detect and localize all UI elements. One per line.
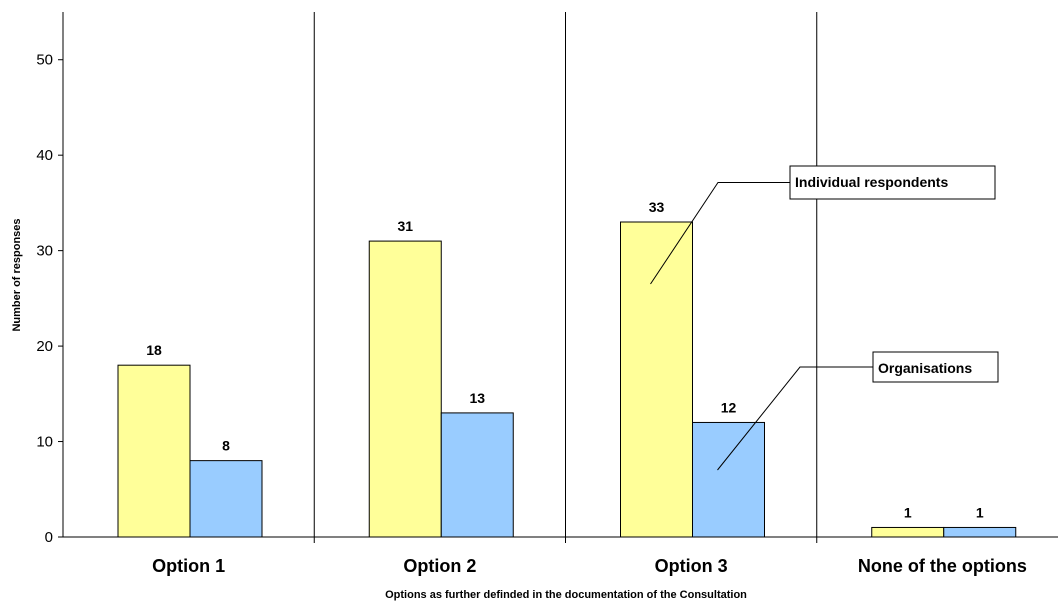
data-label: 12: [721, 399, 737, 415]
data-label: 8: [222, 438, 230, 454]
data-label: 18: [146, 342, 162, 358]
bar: [368, 240, 442, 538]
x-tick-label: Option 2: [403, 556, 476, 576]
callout-leader-line: [650, 182, 790, 285]
bar: [692, 421, 765, 538]
y-tick-label: 50: [36, 52, 53, 69]
y-axis: 0 10 20 30 40 50: [36, 12, 64, 546]
x-tick-label: Option 1: [152, 556, 225, 576]
x-axis-title: Options as further definded in the docum…: [385, 589, 747, 601]
data-label: 1: [976, 504, 984, 520]
y-axis-title: Number of responses: [11, 218, 23, 331]
y-tick-label: 40: [36, 147, 53, 164]
data-labels: 18 8 31 13 33 12 1 1: [146, 199, 984, 520]
y-tick-label: 0: [45, 529, 53, 546]
bar: [620, 221, 693, 538]
x-axis: Option 1 Option 2 Option 3 None of the opti…: [63, 536, 1058, 576]
callout-box: [789, 165, 996, 200]
category-separators: [313, 12, 818, 543]
data-label: 13: [469, 390, 485, 406]
data-label: 33: [649, 199, 665, 215]
y-tick-label: 10: [36, 434, 53, 451]
y-tick-label: 20: [36, 338, 53, 355]
legend-label: Organisations: [878, 360, 972, 376]
data-label: 31: [397, 218, 413, 234]
x-tick-label: Option 3: [655, 556, 728, 576]
callout-leader-line: [717, 366, 873, 471]
legend-callouts: Individual respondents Organisations: [650, 165, 999, 471]
bar: [117, 364, 191, 538]
y-tick-label: 30: [36, 243, 53, 260]
x-tick-label: None of the options: [858, 556, 1027, 576]
bar: [943, 526, 1017, 538]
bar: [871, 526, 945, 538]
data-label: 1: [904, 504, 912, 520]
legend-label: Individual respondents: [795, 174, 948, 190]
bar: [189, 460, 263, 538]
callout-box: [872, 351, 999, 383]
bar: [440, 412, 514, 538]
